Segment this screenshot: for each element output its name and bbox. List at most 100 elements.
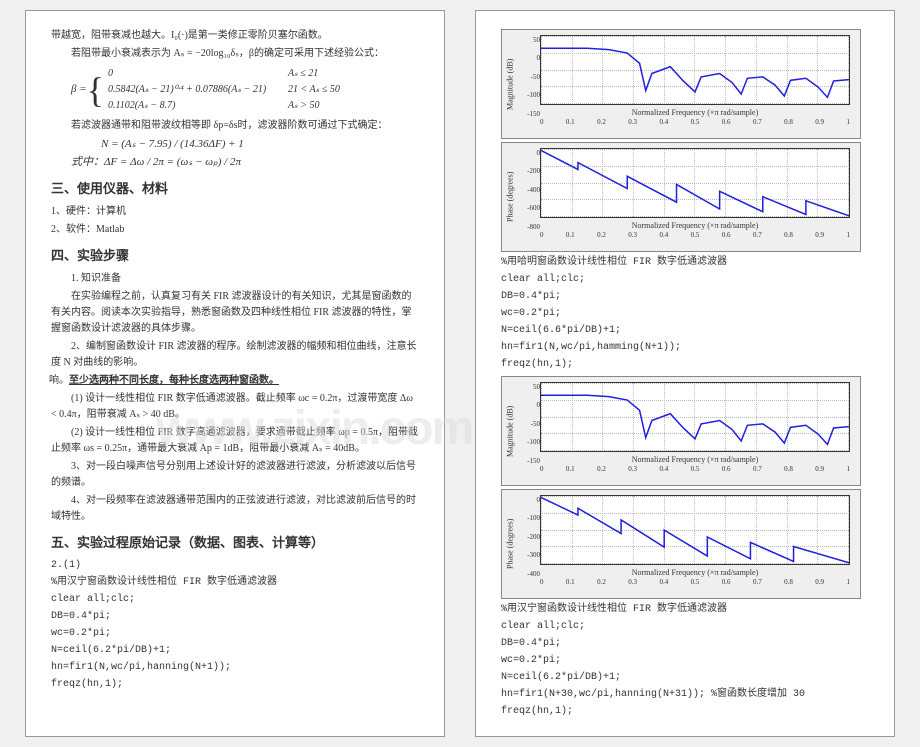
chart-line-path: [541, 497, 849, 562]
xtick-label: 0.6: [722, 230, 731, 241]
chart-magnitude-1: Magnitude (dB)500-50-100-15000.10.20.30.…: [501, 29, 861, 139]
code3-l5: freqz(hn,1);: [501, 704, 869, 720]
code1-l2: wc=0.2*pi;: [51, 626, 419, 642]
section-4-title: 四、实验步骤: [51, 246, 419, 267]
xtick-label: 0.7: [753, 464, 762, 475]
xtick-label: 0.2: [597, 117, 606, 128]
xticks: 00.10.20.30.40.50.60.70.80.91: [540, 577, 850, 588]
code1-l4: hn=fir1(N,wc/pi,hanning(N+1));: [51, 660, 419, 676]
chart-line-path: [541, 395, 849, 444]
xtick-label: 0.5: [691, 577, 700, 588]
ytick-label: -100: [522, 437, 540, 448]
plot-area: [540, 495, 850, 565]
intro-text-1: 带越宽，阻带衰减也越大。I₀(·)是第一类修正零阶贝塞尔函数。: [51, 28, 419, 44]
ytick-label: 0: [522, 400, 540, 411]
ytick-label: -150: [522, 456, 540, 467]
plot-wrap: 500-50-100-15000.10.20.30.40.50.60.70.80…: [520, 30, 860, 138]
ytick-label: -400: [522, 569, 540, 580]
xtick-label: 1: [846, 117, 850, 128]
case1-cond: Aₛ ≤ 21: [288, 66, 378, 82]
ytick-label: 0: [522, 148, 540, 159]
chart-magnitude-2: Magnitude (dB)500-50-100-15000.10.20.30.…: [501, 376, 861, 486]
ytick-label: -200: [522, 532, 540, 543]
intro-text-3: 若滤波器通带和阻带波纹相等即 δp=δs时，滤波器阶数可通过下式确定：: [51, 118, 419, 134]
ytick-label: 50: [522, 382, 540, 393]
ytick-label: -300: [522, 550, 540, 561]
xtick-label: 0.3: [628, 230, 637, 241]
caption-2: %用汉宁窗函数设计线性相位 FIR 数字低通滤波器: [501, 602, 869, 618]
chart-line-path: [541, 150, 849, 215]
xtick-label: 1: [846, 464, 850, 475]
xtick-label: 0.7: [753, 230, 762, 241]
section-3-title: 三、使用仪器、材料: [51, 179, 419, 200]
xticks: 00.10.20.30.40.50.60.70.80.91: [540, 464, 850, 475]
xtick-label: 0.8: [784, 464, 793, 475]
xtick-label: 0.4: [659, 464, 668, 475]
xtick-label: 0.1: [566, 464, 575, 475]
chart-line-path: [541, 48, 849, 97]
ytick-label: 50: [522, 35, 540, 46]
left-page: www.zixin.com.cn 带越宽，阻带衰减也越大。I₀(·)是第一类修正…: [25, 10, 445, 737]
xtick-label: 0.1: [566, 230, 575, 241]
spec1: (1) 设计一线性相位 FIR 数字低通滤波器。截止频率 ωc = 0.2π，过…: [51, 391, 419, 423]
ytick-label: -800: [522, 222, 540, 233]
xtick-label: 0.6: [722, 577, 731, 588]
intro-text-2: 若阻带最小衰减表示为 Aₛ = −20log₁₀δₛ，β的确定可采用下述经验公式…: [51, 46, 419, 62]
code3-l0: clear all;clc;: [501, 619, 869, 635]
sec4-sub3: 3、对一段白噪声信号分别用上述设计好的滤波器进行滤波，分析滤波以后信号的频谱。: [51, 459, 419, 491]
chart-ylabel: Phase (degrees): [502, 490, 520, 598]
xticks: 00.10.20.30.40.50.60.70.80.91: [540, 230, 850, 241]
code3-l4: hn=fir1(N+30,wc/pi,hanning(N+31)); %窗函数长…: [501, 687, 869, 703]
yticks: 500-50-100-150: [522, 382, 540, 467]
sec5-sub: 2.(1): [51, 558, 419, 574]
plot-area: [540, 382, 850, 452]
xtick-label: 0.9: [815, 464, 824, 475]
xtick-label: 0.9: [815, 117, 824, 128]
sec3-item1: 1、硬件：计算机: [51, 204, 419, 220]
highlight-text: 至少选两种不同长度，每种长度选两种窗函数。: [69, 375, 279, 386]
xtick-label: 0.9: [815, 230, 824, 241]
ytick-label: 0: [522, 53, 540, 64]
sec4-sub1-body: 在实验编程之前，认真复习有关 FIR 滤波器设计的有关知识，尤其是窗函数的有关内…: [51, 289, 419, 337]
ytick-label: -100: [522, 90, 540, 101]
xtick-label: 0.8: [784, 577, 793, 588]
code2-l1: DB=0.4*pi;: [501, 289, 869, 305]
brace-icon: {: [87, 72, 104, 108]
code2-l2: wc=0.2*pi;: [501, 306, 869, 322]
code3-l1: DB=0.4*pi;: [501, 636, 869, 652]
xtick-label: 0: [540, 117, 544, 128]
ytick-label: -100: [522, 513, 540, 524]
xtick-label: 0: [540, 464, 544, 475]
xtick-label: 0.4: [659, 577, 668, 588]
ytick-label: -200: [522, 166, 540, 177]
spec2: (2) 设计一线性相位 FIR 数字高通滤波器，要求通带截止频率 ωp = 0.…: [51, 425, 419, 457]
yticks: 500-50-100-150: [522, 35, 540, 120]
xtick-label: 0.4: [659, 117, 668, 128]
xtick-label: 0.5: [691, 464, 700, 475]
chart-line-svg: [541, 496, 849, 564]
chart-ylabel: Magnitude (dB): [502, 377, 520, 485]
case3-expr: 0.1102(Aₛ − 8.7): [108, 98, 288, 114]
beta-formula: β = { 0Aₛ ≤ 21 0.5842(Aₛ − 21)⁰·⁴ + 0.07…: [71, 66, 419, 114]
xtick-label: 0.8: [784, 117, 793, 128]
code1-title: %用汉宁窗函数设计线性相位 FIR 数字低通滤波器: [51, 575, 419, 591]
case3-cond: Aₛ > 50: [288, 98, 378, 114]
code1-l1: DB=0.4*pi;: [51, 609, 419, 625]
section-5-title: 五、实验过程原始记录（数据、图表、计算等）: [51, 533, 419, 554]
xtick-label: 0.7: [753, 117, 762, 128]
xtick-label: 0.5: [691, 117, 700, 128]
case2-cond: 21 < Aₛ ≤ 50: [288, 82, 378, 98]
ytick-label: 0: [522, 495, 540, 506]
code2-l3: N=ceil(6.6*pi/DB)+1;: [501, 323, 869, 339]
xtick-label: 0.2: [597, 464, 606, 475]
sec4-sub2: 2、编制窗函数设计 FIR 滤波器的程序。绘制滤波器的幅频和相位曲线，注意长度 …: [51, 339, 419, 371]
chart-line-svg: [541, 383, 849, 451]
xtick-label: 0.7: [753, 577, 762, 588]
chart-line-svg: [541, 36, 849, 104]
yticks: 0-200-400-600-800: [522, 148, 540, 233]
xtick-label: 0.3: [628, 577, 637, 588]
sec3-item2: 2、软件：Matlab: [51, 222, 419, 238]
xtick-label: 1: [846, 230, 850, 241]
chart-line-svg: [541, 149, 849, 217]
xtick-label: 0.4: [659, 230, 668, 241]
